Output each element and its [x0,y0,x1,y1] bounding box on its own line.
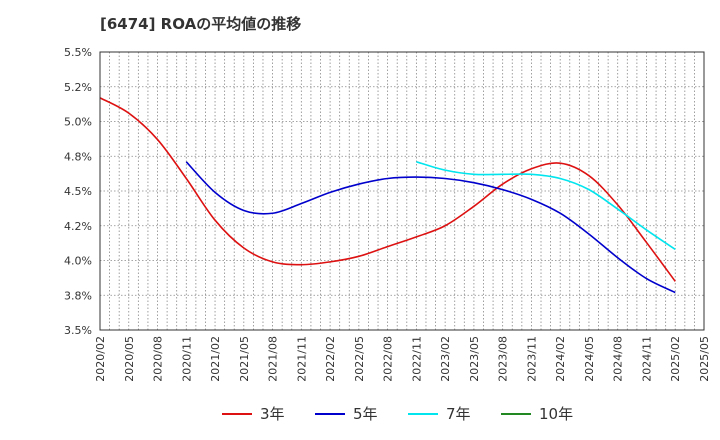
y-tick-label: 5.5% [64,46,92,59]
x-tick-label: 2021/02 [209,336,222,382]
x-tick-label: 2024/11 [640,336,653,382]
y-tick-label: 5.0% [64,116,92,129]
x-tick-label: 2024/05 [583,336,596,382]
x-tick-label: 2021/08 [267,336,280,382]
x-tick-label: 2022/11 [410,336,423,382]
legend-label: 7年 [446,405,471,423]
y-tick-label: 3.8% [64,289,92,302]
chart-title: [6474] ROAの平均値の推移 [100,15,302,33]
plot-frame [99,51,705,331]
x-tick-label: 2024/08 [612,336,625,382]
x-tick-label: 2023/05 [468,336,481,382]
x-tick-label: 2023/11 [525,336,538,382]
y-tick-label: 4.5% [64,185,92,198]
x-tick-label: 2020/05 [123,336,136,382]
x-tick-label: 2023/02 [439,336,452,382]
x-tick-label: 2021/11 [295,336,308,382]
x-tick-label: 2020/11 [180,336,193,382]
y-tick-label: 4.0% [64,255,92,268]
x-axis: 2020/02 2020/05 2020/08 2020/11 2021/02 2021/… [94,336,711,382]
y-tick-label: 5.2% [64,81,92,94]
x-tick-label: 2022/02 [324,336,337,382]
series-line-0 [99,97,676,282]
legend: 3年 5年 7年 10年 [222,405,573,423]
x-tick-label: 2025/05 [698,336,711,382]
series-line-1 [185,161,676,294]
grid-layer [100,52,704,330]
series-line-2 [416,161,676,251]
y-tick-label: 4.8% [64,150,92,163]
x-tick-label: 2025/02 [669,336,682,382]
x-tick-label: 2020/08 [152,336,165,382]
x-tick-label: 2020/02 [94,336,107,382]
legend-label: 3年 [260,405,285,423]
y-tick-label: 3.5% [64,324,92,337]
x-tick-label: 2022/08 [382,336,395,382]
y-axis: 3.5% 3.8% 4.0% 4.2% 4.5% 4.8% 5.0% 5.2% 5.5% [64,46,92,337]
legend-label: 10年 [539,405,573,423]
x-tick-label: 2024/02 [554,336,567,382]
y-tick-label: 4.2% [64,220,92,233]
x-tick-label: 2023/08 [497,336,510,382]
series-layer [99,97,676,294]
x-tick-label: 2022/05 [353,336,366,382]
x-tick-label: 2021/05 [238,336,251,382]
legend-label: 5年 [353,405,378,423]
